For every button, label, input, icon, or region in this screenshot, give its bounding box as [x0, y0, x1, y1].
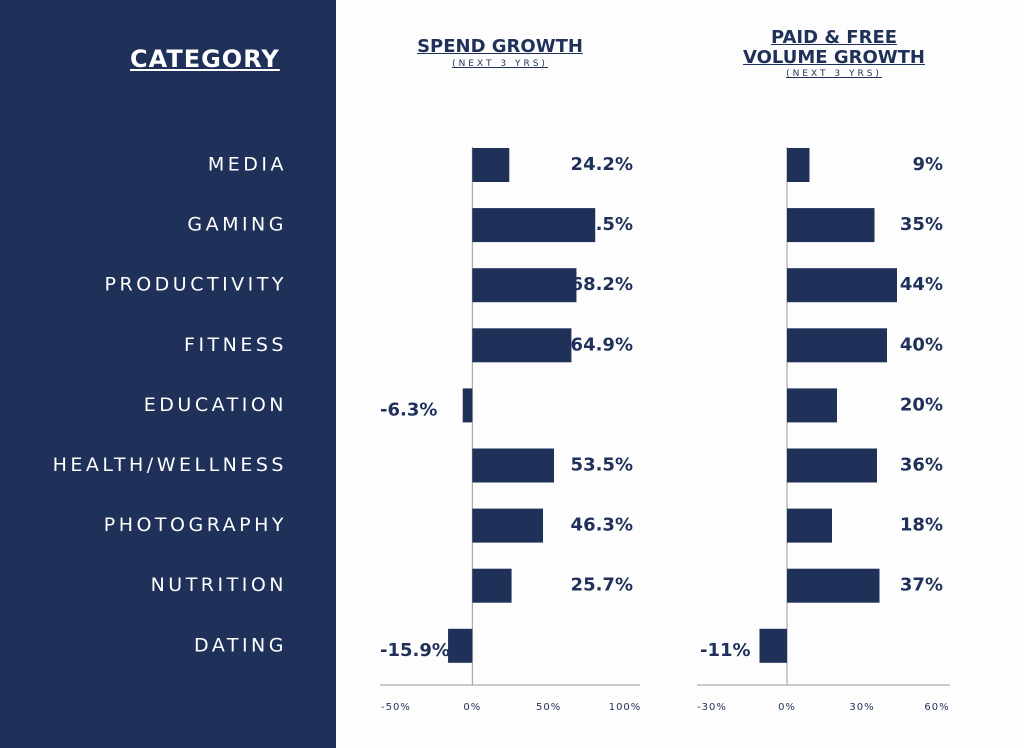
bar [787, 508, 832, 543]
bar [787, 328, 887, 363]
x-tick-label: 50% [536, 702, 561, 713]
chart-subtitle: (NEXT 3 YRS) [452, 59, 548, 69]
category-label: EDUCATION [144, 394, 287, 416]
category-label: MEDIA [208, 154, 287, 176]
bar [787, 388, 837, 423]
value-label: 37% [900, 575, 943, 596]
chart-title: PAID & FREE VOLUME GROWTH [743, 27, 925, 68]
value-label: 25.7% [571, 575, 633, 596]
value-label: 24.2% [571, 154, 633, 175]
x-tick-label: -50% [381, 702, 411, 713]
bar [787, 568, 880, 603]
bar [472, 448, 555, 483]
value-label: -11% [700, 640, 751, 661]
x-tick-label: 30% [849, 702, 874, 713]
category-label: DATING [194, 634, 287, 656]
bar [472, 268, 577, 303]
value-label: 20% [900, 394, 943, 415]
value-label: 40% [900, 334, 943, 355]
bar [787, 268, 897, 303]
x-tick-label: 0% [463, 702, 481, 713]
value-label: 64.9% [571, 334, 633, 355]
bar [472, 148, 510, 182]
category-label: NUTRITION [151, 574, 287, 596]
value-label: 80.5% [571, 214, 633, 235]
category-panel [0, 0, 336, 748]
bar [462, 388, 473, 423]
value-label: 9% [912, 154, 943, 175]
x-tick-label: 0% [778, 702, 796, 713]
bar [759, 628, 787, 663]
chart-title: SPEND GROWTH [417, 36, 583, 57]
value-label: -15.9% [380, 640, 450, 661]
bar [787, 448, 877, 483]
value-label: -6.3% [380, 399, 437, 420]
chart-subtitle: (NEXT 3 YRS) [786, 69, 882, 79]
bar [472, 328, 572, 363]
value-label: 44% [900, 274, 943, 295]
value-label: 35% [900, 214, 943, 235]
category-header: CATEGORY [130, 45, 280, 73]
category-label: PRODUCTIVITY [105, 274, 287, 296]
bar [472, 568, 512, 603]
bar [787, 208, 875, 243]
category-label: PHOTOGRAPHY [104, 514, 287, 536]
category-label: FITNESS [184, 334, 287, 356]
value-label: 68.2% [571, 274, 633, 295]
x-tick-label: 60% [924, 702, 949, 713]
x-tick-label: -30% [697, 702, 727, 713]
x-tick-label: 100% [609, 702, 642, 713]
bar [472, 508, 544, 543]
category-label: GAMING [187, 214, 287, 236]
bar [448, 628, 473, 663]
category-label: HEALTH/WELLNESS [53, 454, 287, 476]
value-label: 18% [900, 515, 943, 536]
value-label: 36% [900, 455, 943, 476]
bar [472, 208, 596, 243]
bar [787, 148, 810, 182]
value-label: 53.5% [571, 455, 633, 476]
value-label: 46.3% [571, 515, 633, 536]
